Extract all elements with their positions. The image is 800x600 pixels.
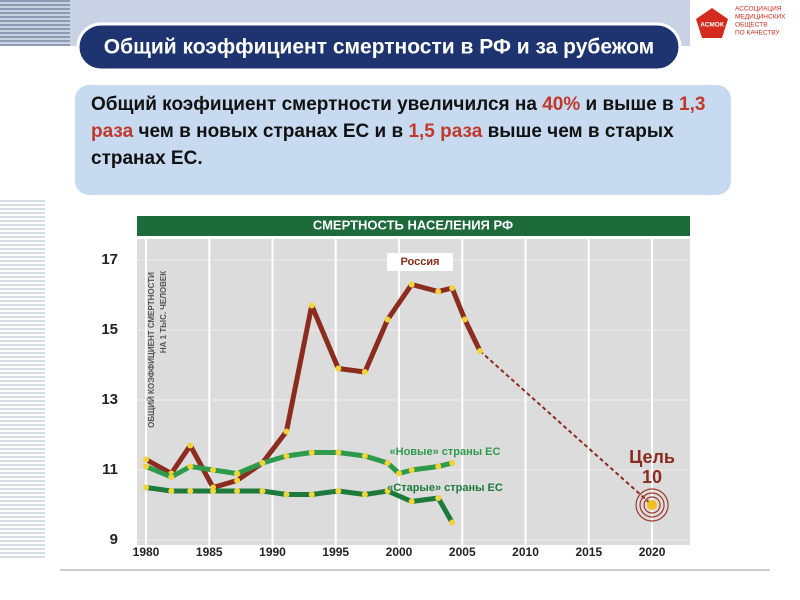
data-point — [234, 470, 241, 477]
data-point — [308, 491, 315, 498]
chart-title-bar — [137, 216, 690, 236]
data-point — [210, 467, 217, 473]
data-point — [143, 463, 149, 470]
data-point — [408, 467, 415, 473]
logo-text: МЕДИЦИНСКИХ — [735, 14, 786, 21]
target-ring — [643, 496, 661, 514]
x-tick-label: 1995 — [322, 545, 349, 559]
y-tick-label: 15 — [101, 321, 118, 338]
data-point — [435, 463, 442, 470]
summary-highlight: 1,3 раза — [91, 94, 706, 142]
data-point — [396, 470, 403, 477]
target-ring — [635, 488, 669, 522]
data-point — [461, 316, 468, 323]
data-point — [283, 428, 290, 435]
data-point — [384, 488, 391, 494]
data-point — [283, 491, 290, 498]
x-tick-label: 2005 — [449, 545, 476, 559]
data-point — [335, 449, 342, 456]
forecast-line — [479, 350, 653, 506]
data-point — [449, 519, 456, 526]
data-point — [335, 488, 342, 494]
x-tick-label: 2020 — [639, 545, 666, 559]
series-label: «Старые» страны ЕС — [387, 482, 503, 494]
data-point — [168, 474, 175, 480]
y-axis-label: ОБЩИЙ КОЭФФИЦИЕНТ СМЕРТНОСТИ — [147, 272, 156, 428]
data-point — [283, 453, 290, 459]
series-line — [145, 485, 455, 524]
data-point — [308, 302, 315, 309]
summary-highlight: 40% — [542, 94, 581, 115]
data-point — [361, 369, 368, 375]
summary-highlight: 1,5 раза — [408, 121, 483, 142]
logo-abbr: АСМОК — [700, 22, 724, 29]
data-point — [384, 316, 391, 323]
data-point — [361, 491, 368, 498]
target-ring — [639, 492, 665, 518]
target-point — [647, 500, 658, 510]
plot: 9 11 13 15 17 1980 1985 1990 1995 2000 2005 2010 201… — [101, 239, 690, 559]
data-point — [476, 348, 483, 354]
x-tick-label: 2015 — [575, 545, 602, 559]
data-point — [168, 488, 175, 494]
data-point — [449, 285, 456, 291]
data-point — [234, 488, 241, 494]
data-point — [143, 456, 149, 463]
x-tick-label: 2000 — [386, 545, 413, 559]
slide-title: Общий коэффициент смертности в РФ и за р… — [104, 36, 654, 59]
data-point — [408, 498, 415, 505]
target-label: Цель — [629, 447, 675, 467]
data-point — [143, 484, 149, 491]
x-tick-label: 1985 — [196, 545, 223, 559]
chart-title: СМЕРТНОСТЬ НАСЕЛЕНИЯ РФ — [313, 217, 513, 232]
series-label-box — [387, 253, 453, 271]
logo-text: АССОЦИАЦИЯ — [735, 6, 782, 13]
x-tick-label: 1980 — [133, 545, 160, 559]
data-point — [259, 460, 266, 466]
data-point — [187, 442, 194, 449]
top-stripes — [0, 0, 70, 46]
data-point — [449, 460, 456, 466]
logo-text: ОБЩЕСТВ — [735, 22, 768, 29]
summary-text: Общий коэфициент смертности увеличился н… — [91, 94, 543, 115]
series-label: «Новые» страны ЕС — [390, 446, 501, 458]
data-point — [435, 288, 442, 295]
series-label: Россия — [400, 256, 439, 268]
y-tick-label: 17 — [101, 251, 118, 268]
data-point — [259, 488, 266, 494]
logo-text: ПО КАЧЕСТВУ — [735, 30, 780, 37]
data-point — [210, 488, 217, 494]
data-point — [308, 449, 315, 456]
data-point — [384, 460, 391, 466]
y-tick-label: 9 — [110, 531, 118, 548]
data-point — [435, 495, 442, 501]
title-pill — [76, 22, 682, 72]
data-point — [187, 463, 194, 470]
data-point — [234, 477, 241, 484]
logo-mark — [696, 8, 728, 38]
summary-text: выше чем в старых странах ЕС. — [91, 121, 674, 169]
y-tick-label: 13 — [101, 391, 118, 408]
summary-box: Общий коэфициент смертности увеличился н… — [75, 85, 731, 195]
y-tick-label: 11 — [102, 461, 118, 478]
plot-area — [137, 239, 690, 545]
x-tick-label: 1990 — [259, 545, 286, 559]
side-stripes — [0, 200, 45, 560]
target-value: 10 — [642, 467, 662, 487]
y-axis-label: НА 1 ТЫС. ЧЕЛОВЕК — [159, 271, 168, 353]
data-point — [408, 281, 415, 288]
data-point — [361, 453, 368, 459]
summary-text: чем в новых странах ЕС и в — [133, 121, 409, 142]
summary-text: и выше в — [580, 94, 680, 115]
x-tick-label: 2010 — [512, 545, 539, 559]
data-point — [187, 488, 194, 494]
data-point — [335, 365, 342, 372]
